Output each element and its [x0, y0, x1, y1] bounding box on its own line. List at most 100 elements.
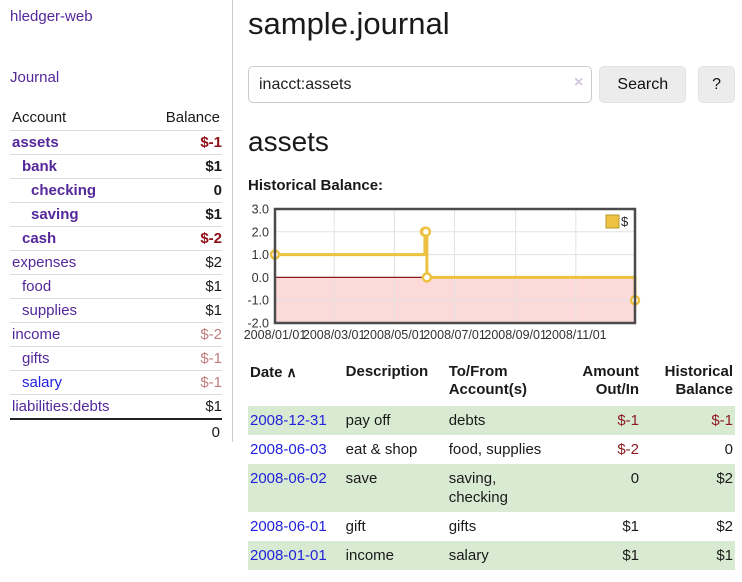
- account-link[interactable]: supplies: [22, 302, 78, 319]
- transaction-accounts: food, supplies: [448, 441, 542, 458]
- register-header-amount-out-in: Amount Out/In: [582, 363, 640, 398]
- svg-text:2008/11/01: 2008/11/01: [545, 328, 607, 342]
- transaction-balance: 0: [724, 441, 733, 458]
- search-input[interactable]: [248, 66, 593, 103]
- transaction-amount: $-1: [551, 406, 642, 435]
- account-balance: $-1: [200, 134, 222, 151]
- account-cell: assets: [10, 131, 144, 155]
- account-heading: assets: [248, 126, 329, 157]
- transaction-date-link[interactable]: 2008-06-02: [250, 470, 327, 487]
- clear-search-icon[interactable]: ×: [574, 74, 584, 91]
- transaction-row: 2008-06-01 gift gifts $1 $2: [248, 512, 735, 541]
- transaction-row: 2008-12-31 pay off debts $-1 $-1: [248, 406, 735, 435]
- account-cell: income: [10, 323, 144, 347]
- account-balance: $-1: [200, 374, 222, 391]
- account-row: cash $-2: [10, 226, 222, 251]
- account-balance: $-1: [200, 350, 222, 367]
- account-row: expenses $2: [10, 250, 222, 275]
- account-link[interactable]: saving: [31, 206, 79, 223]
- chart-legend: $: [605, 214, 629, 229]
- account-link[interactable]: salary: [22, 374, 63, 391]
- svg-text:-1.0: -1.0: [247, 294, 269, 308]
- transaction-date-cell: 2008-06-03: [248, 435, 344, 464]
- svg-text:3.0: 3.0: [252, 203, 269, 217]
- main-content: sample.journal × Search ? assets Histori…: [233, 0, 742, 582]
- accounts-table: Account Balance assets $-1 bank $1 checking 0…: [10, 106, 222, 444]
- account-link[interactable]: income: [12, 326, 61, 343]
- account-cell: gifts: [10, 347, 144, 371]
- account-balance: $1: [205, 278, 222, 295]
- transaction-accounts: salary: [446, 541, 552, 570]
- svg-text:$: $: [621, 214, 629, 229]
- svg-text:2008/05/01: 2008/05/01: [363, 328, 426, 342]
- transaction-date-cell: 2008-06-01: [248, 512, 344, 541]
- account-link[interactable]: assets: [12, 134, 59, 151]
- account-row: bank $1: [10, 154, 222, 179]
- svg-text:2008/01/01: 2008/01/01: [244, 328, 307, 342]
- transaction-date-link[interactable]: 2008-06-03: [250, 441, 327, 458]
- register-header-historical-balance: Historical Balance: [664, 363, 733, 398]
- account-balance: $-2: [200, 230, 222, 247]
- transaction-balance: $-1: [641, 406, 735, 435]
- account-balance: $2: [205, 254, 222, 271]
- account-row: gifts $-1: [10, 346, 222, 371]
- svg-text:0.0: 0.0: [252, 271, 269, 285]
- page-title: sample.journal: [248, 6, 450, 41]
- account-balance: $1: [205, 158, 222, 175]
- transaction-accounts: saving, checking: [446, 464, 552, 512]
- register-header-to-from-account-s-: To/From Account(s): [448, 363, 528, 398]
- svg-text:1.0: 1.0: [252, 248, 269, 262]
- historical-balance-chart[interactable]: $3.0 2.0 1.0 0.0 -1.0 -2.0 2008/01/01 2008/03/0…: [244, 201, 735, 349]
- account-cell: cash: [10, 227, 144, 251]
- transaction-amount: 0: [551, 464, 642, 512]
- account-cell: expenses: [10, 251, 144, 275]
- account-cell: salary: [10, 371, 144, 395]
- transaction-amount: $1: [551, 541, 642, 570]
- register-table: Date ∧ Description To/From Account(s) Amount…: [248, 361, 735, 570]
- account-link[interactable]: cash: [22, 230, 57, 247]
- transaction-description: eat & shop: [345, 441, 418, 458]
- transaction-description: gift: [345, 518, 366, 535]
- register-header-description: Description: [345, 363, 429, 380]
- transaction-balance: $1: [641, 541, 735, 570]
- app-title-link[interactable]: hledger-web: [10, 8, 93, 25]
- account-cell: bank: [10, 155, 144, 179]
- account-cell: supplies: [10, 299, 144, 323]
- account-link[interactable]: liabilities:debts: [12, 398, 110, 415]
- search-help-button[interactable]: ?: [698, 66, 735, 103]
- sort-ascending-icon[interactable]: ∧: [286, 364, 297, 380]
- account-row: supplies $1: [10, 298, 222, 323]
- transaction-date-link[interactable]: 2008-06-01: [250, 518, 327, 535]
- account-row: assets $-1: [10, 130, 222, 155]
- transaction-description: save: [343, 464, 447, 512]
- sidebar: hledger-web Journal Account Balance asse…: [0, 0, 233, 442]
- account-link[interactable]: bank: [22, 158, 58, 175]
- search-field-wrap: ×: [248, 66, 593, 103]
- transaction-row: 2008-06-02 save saving, checking 0 $2: [248, 464, 735, 512]
- transaction-date-link[interactable]: 2008-12-31: [250, 412, 327, 429]
- account-balance: $-2: [200, 326, 222, 343]
- svg-text:2.0: 2.0: [252, 225, 269, 239]
- transaction-description: pay off: [343, 406, 447, 435]
- account-row: checking 0: [10, 178, 222, 203]
- account-balance: $1: [205, 302, 222, 319]
- sidebar-item-journal[interactable]: Journal: [10, 69, 60, 86]
- transaction-balance: $2: [641, 464, 735, 512]
- account-link[interactable]: checking: [31, 182, 97, 199]
- register-header-date[interactable]: Date ∧: [250, 364, 297, 381]
- accounts-total-value: 0: [211, 424, 220, 441]
- account-row: liabilities:debts $1: [10, 394, 222, 420]
- transaction-date-link[interactable]: 2008-01-01: [250, 547, 327, 564]
- search-button[interactable]: Search: [599, 66, 687, 103]
- search-form: × Search ?: [248, 66, 735, 103]
- account-balance: 0: [213, 182, 222, 199]
- svg-text:2008/03/01: 2008/03/01: [303, 328, 366, 342]
- svg-text:2008/07/01: 2008/07/01: [423, 328, 486, 342]
- account-balance: $1: [205, 398, 222, 415]
- account-link[interactable]: expenses: [12, 254, 77, 271]
- account-link[interactable]: food: [22, 278, 52, 295]
- account-link[interactable]: gifts: [22, 350, 50, 367]
- accounts-total-row: 0: [10, 419, 222, 444]
- transaction-balance: $2: [716, 518, 733, 535]
